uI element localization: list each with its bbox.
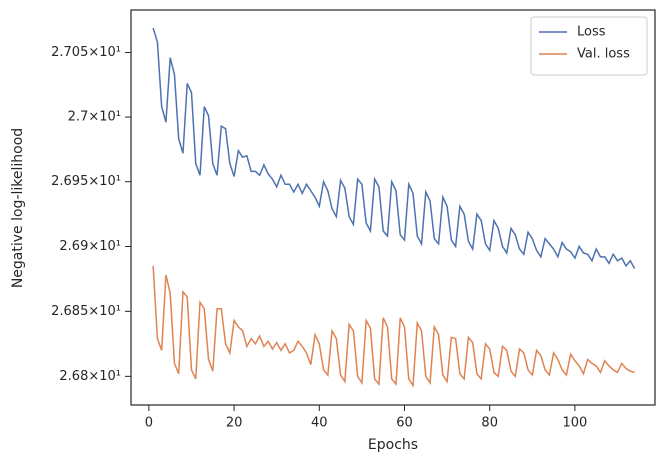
x-tick-label: 100 xyxy=(562,416,587,431)
y-axis-label: Negative log-likelihood xyxy=(10,128,26,288)
plot-frame xyxy=(130,9,656,406)
y-tick-label: 2.695×10¹ xyxy=(51,174,121,189)
legend-label: Loss xyxy=(577,25,606,40)
line-series xyxy=(152,27,636,269)
y-tick-label: 2.705×10¹ xyxy=(51,45,121,60)
x-tick-label: 0 xyxy=(145,416,153,431)
y-tick-label: 2.69×10¹ xyxy=(59,239,121,254)
y-tick-label: 2.685×10¹ xyxy=(51,304,121,319)
line-series xyxy=(152,265,635,388)
x-tick-label: 60 xyxy=(396,416,413,431)
x-tick-label: 40 xyxy=(311,416,328,431)
x-tick-label: 20 xyxy=(226,416,243,431)
legend-label: Val. loss xyxy=(577,47,630,62)
y-tick-label: 2.7×10¹ xyxy=(68,110,121,125)
y-tick-label: 2.68×10¹ xyxy=(59,369,121,384)
x-axis-label: Epochs xyxy=(368,437,418,453)
x-tick-label: 80 xyxy=(481,416,498,431)
